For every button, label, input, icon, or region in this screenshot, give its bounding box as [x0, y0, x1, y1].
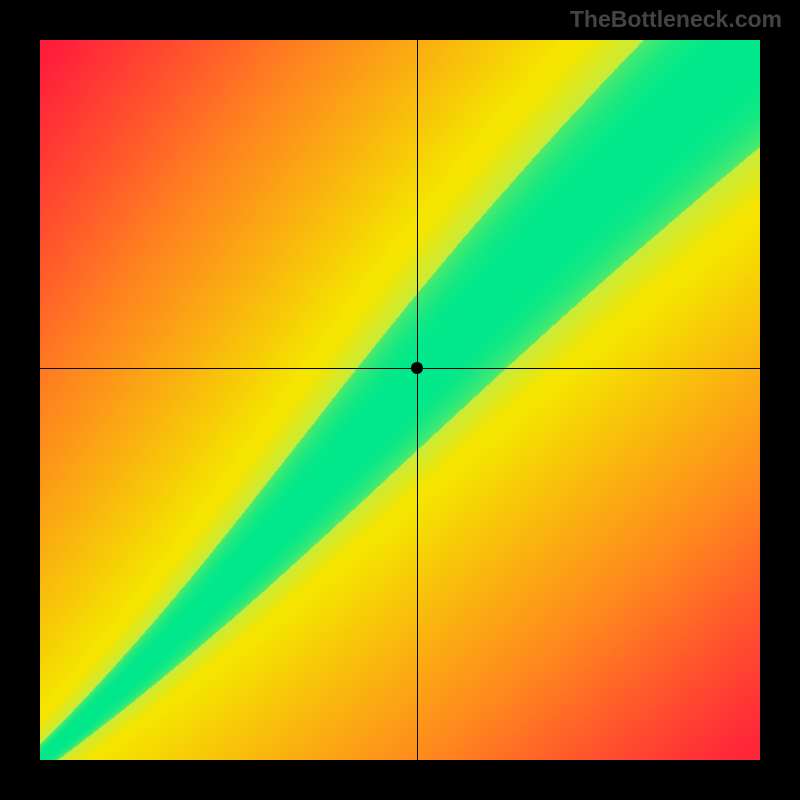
crosshair-vertical	[417, 40, 418, 760]
watermark-text: TheBottleneck.com	[570, 6, 782, 33]
crosshair-horizontal	[40, 368, 760, 369]
crosshair-marker	[411, 362, 423, 374]
heatmap-plot	[40, 40, 760, 760]
heatmap-canvas	[40, 40, 760, 760]
